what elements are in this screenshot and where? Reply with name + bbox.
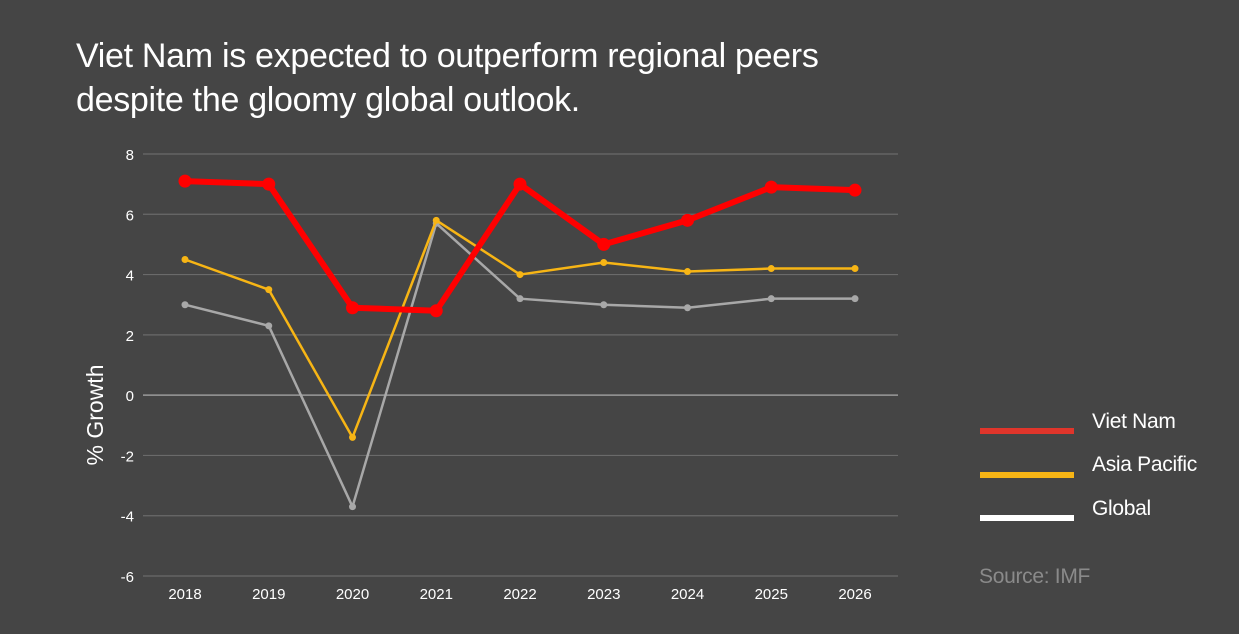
y-tick-label: -6 (121, 569, 134, 586)
legend-item-global[interactable]: Global (980, 497, 1220, 527)
x-tick-label: 2024 (671, 586, 704, 603)
data-point-viet-nam (681, 213, 694, 227)
x-tick-label: 2018 (168, 586, 201, 603)
data-point-viet-nam (597, 237, 611, 251)
data-point-viet-nam (848, 183, 862, 197)
series-line-viet-nam (182, 178, 858, 314)
series-group (178, 174, 862, 511)
data-point-asia-pacific (684, 268, 691, 276)
data-point-viet-nam (346, 301, 359, 315)
series-viet-nam (178, 174, 862, 318)
chart-title-line-1: Viet Nam is expected to outperform regio… (76, 37, 819, 75)
data-point-viet-nam (764, 180, 778, 194)
x-tick-label: 2023 (587, 586, 620, 603)
data-point-asia-pacific (349, 433, 356, 441)
data-point-asia-pacific (767, 265, 775, 273)
chart-title-line-2: despite the gloomy global outlook. (76, 81, 580, 119)
data-point-asia-pacific (516, 271, 524, 279)
legend-swatch-asia-pacific (980, 472, 1074, 478)
data-point-global (767, 295, 775, 303)
chart-title: Viet Nam is expected to outperform regio… (76, 34, 819, 122)
x-axis-ticks: 2018 2019 2020 2021 2022 2023 2024 2025 2026 (168, 586, 871, 603)
series-global (181, 219, 859, 511)
series-asia-pacific (181, 216, 859, 441)
series-line-asia-pacific (183, 219, 857, 439)
x-tick-label: 2022 (503, 586, 536, 603)
data-point-asia-pacific (600, 259, 608, 267)
legend-swatch-global (980, 515, 1074, 521)
y-tick-label: 0 (126, 388, 134, 405)
y-tick-label: 6 (126, 207, 134, 224)
x-tick-label: 2021 (420, 586, 453, 603)
data-point-global (600, 301, 608, 309)
data-point-asia-pacific (265, 286, 273, 294)
data-point-asia-pacific (432, 216, 440, 224)
x-tick-label: 2026 (838, 586, 871, 603)
legend-item-asia-pacific[interactable]: Asia Pacific (980, 453, 1220, 483)
legend-label-asia-pacific: Asia Pacific (1092, 453, 1197, 476)
data-point-viet-nam (178, 174, 192, 188)
y-axis-ticks: 8 6 4 2 0 -2 -4 -6 (121, 147, 134, 586)
y-tick-label: 4 (126, 268, 134, 285)
y-tick-label: 2 (126, 328, 134, 345)
series-line-global (183, 222, 857, 508)
y-tick-label: 8 (126, 147, 134, 164)
legend-label-viet-nam: Viet Nam (1092, 410, 1176, 433)
y-tick-label: -2 (121, 448, 134, 465)
data-point-global (181, 301, 189, 309)
legend-swatch-viet-nam (980, 428, 1074, 434)
y-tick-label: -4 (121, 509, 134, 526)
data-point-global (851, 295, 859, 303)
data-point-viet-nam (262, 177, 276, 191)
legend-item-viet-nam[interactable]: Viet Nam (980, 410, 1220, 440)
data-point-asia-pacific (181, 256, 189, 263)
x-tick-label: 2019 (252, 586, 285, 603)
gridlines (143, 153, 898, 577)
data-point-global (684, 304, 691, 312)
data-point-viet-nam (513, 177, 527, 191)
data-point-asia-pacific (851, 265, 859, 273)
data-point-viet-nam (429, 304, 443, 318)
x-tick-label: 2020 (336, 586, 369, 603)
x-tick-label: 2025 (755, 586, 788, 603)
y-axis-label: % Growth (82, 365, 108, 466)
legend-label-global: Global (1092, 497, 1151, 520)
data-point-global (516, 295, 524, 303)
data-point-global (349, 503, 356, 511)
data-point-global (265, 322, 273, 330)
source-note: Source: IMF (979, 565, 1091, 588)
